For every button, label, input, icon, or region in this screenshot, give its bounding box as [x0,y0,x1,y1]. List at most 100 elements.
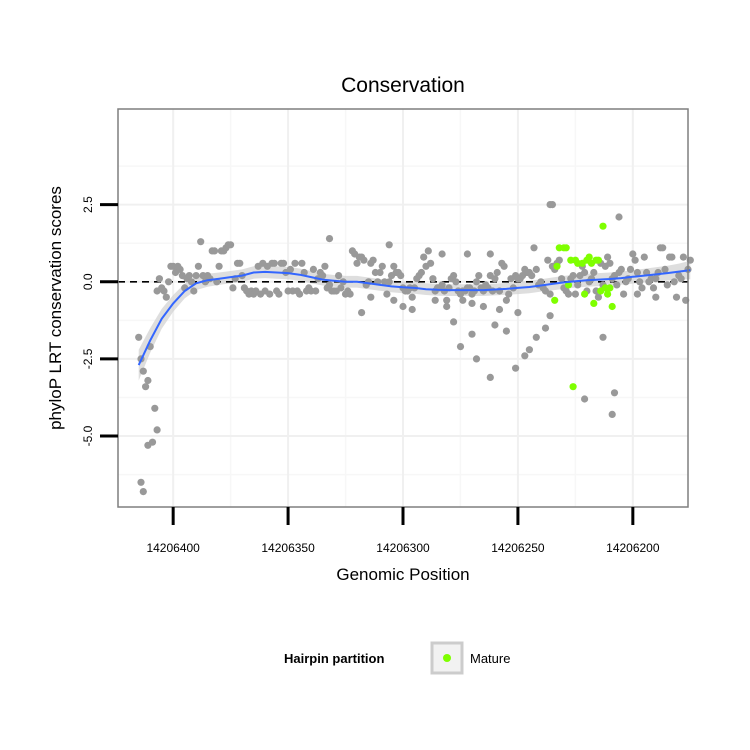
mature-data-point [597,287,605,295]
smooth-line-group [137,269,691,366]
points-group [135,201,694,496]
data-point [468,330,476,338]
data-point [378,262,386,270]
data-point [337,284,345,292]
data-point [608,410,616,418]
data-point [532,265,540,273]
data-point [472,355,481,363]
mature-data-point [599,222,607,230]
y-tick-label: -2.5 [81,348,95,369]
legend-mature-label: Mature [470,651,510,666]
data-point [546,290,554,298]
data-point [155,275,163,283]
data-point [456,343,465,351]
data-point [144,376,152,385]
data-point [548,201,557,209]
data-point [227,241,235,249]
data-point [296,290,304,298]
data-point [427,259,435,267]
data-point [502,327,510,335]
data-point [613,281,621,289]
data-point [479,302,487,311]
data-point [417,268,425,277]
data-point [617,265,625,273]
mature-data-point [553,262,561,270]
data-point [495,305,504,314]
data-point [493,268,501,277]
data-point [137,478,145,486]
data-point [385,278,393,286]
data-point [599,333,607,341]
mature-data-point [608,302,616,311]
data-point [151,404,159,412]
data-point [176,265,184,273]
data-point [555,256,563,264]
data-point [376,268,384,277]
mature-data-point [594,256,603,264]
data-point [187,278,196,286]
data-point [197,238,205,246]
data-point [438,250,446,258]
data-point [525,346,534,354]
data-point [679,253,688,261]
data-point [194,262,202,270]
data-point [443,302,451,311]
data-point [659,244,667,252]
data-point [367,293,375,301]
data-point [661,265,669,273]
data-point [594,293,603,301]
data-point [610,389,619,397]
x-tick-label: 14206250 [491,541,545,555]
data-point [633,268,642,277]
mature-data-point [606,284,614,292]
data-point [408,305,416,314]
data-point [587,275,596,283]
y-tick-label: 0.0 [81,273,95,290]
data-point [604,253,612,261]
data-point [489,287,497,295]
x-tick-label: 14206400 [146,541,200,555]
data-point [346,290,354,298]
data-point [472,278,481,286]
data-point [360,256,368,264]
data-point [309,265,317,273]
data-point [162,293,170,301]
data-point [408,293,416,301]
data-point [486,373,494,381]
data-point [399,302,407,311]
data-point [663,281,671,289]
data-point [629,250,637,258]
data-point [236,259,244,267]
data-point [558,275,566,283]
mature-data-point [569,383,577,391]
data-point [636,278,644,286]
data-point [620,290,628,298]
data-point [353,259,361,267]
data-point [325,281,334,289]
data-point [215,262,223,270]
data-point [581,395,589,403]
data-point [192,272,200,280]
x-axis: 14206400 14206350 14206300 14206250 14206200 [146,507,660,555]
data-point [475,272,483,280]
data-point [652,275,660,283]
data-point [511,364,520,372]
x-tick-label: 14206300 [376,541,430,555]
mature-data-point [590,299,598,307]
mature-data-point [560,244,568,252]
chart-title: Conservation [341,74,465,97]
data-point [286,265,294,273]
data-point [468,299,476,307]
data-point [491,275,499,283]
data-point [670,278,678,286]
data-point [626,265,635,273]
data-point [160,287,168,295]
data-point [677,275,685,283]
data-point [429,275,437,283]
mature-data-point [585,253,593,261]
x-tick-label: 14206350 [261,541,315,555]
data-point [358,309,366,317]
data-point [390,296,398,304]
data-point [443,296,451,304]
